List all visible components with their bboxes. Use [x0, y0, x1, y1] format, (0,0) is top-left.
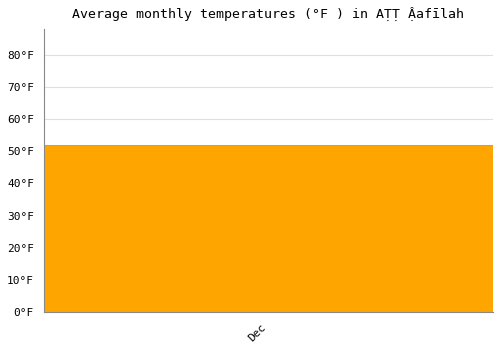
Bar	[44, 145, 493, 312]
Title: Average monthly temperatures (°F ) in AṬṬ Ậafīlah: Average monthly temperatures (°F ) in AṬ…	[72, 7, 464, 21]
